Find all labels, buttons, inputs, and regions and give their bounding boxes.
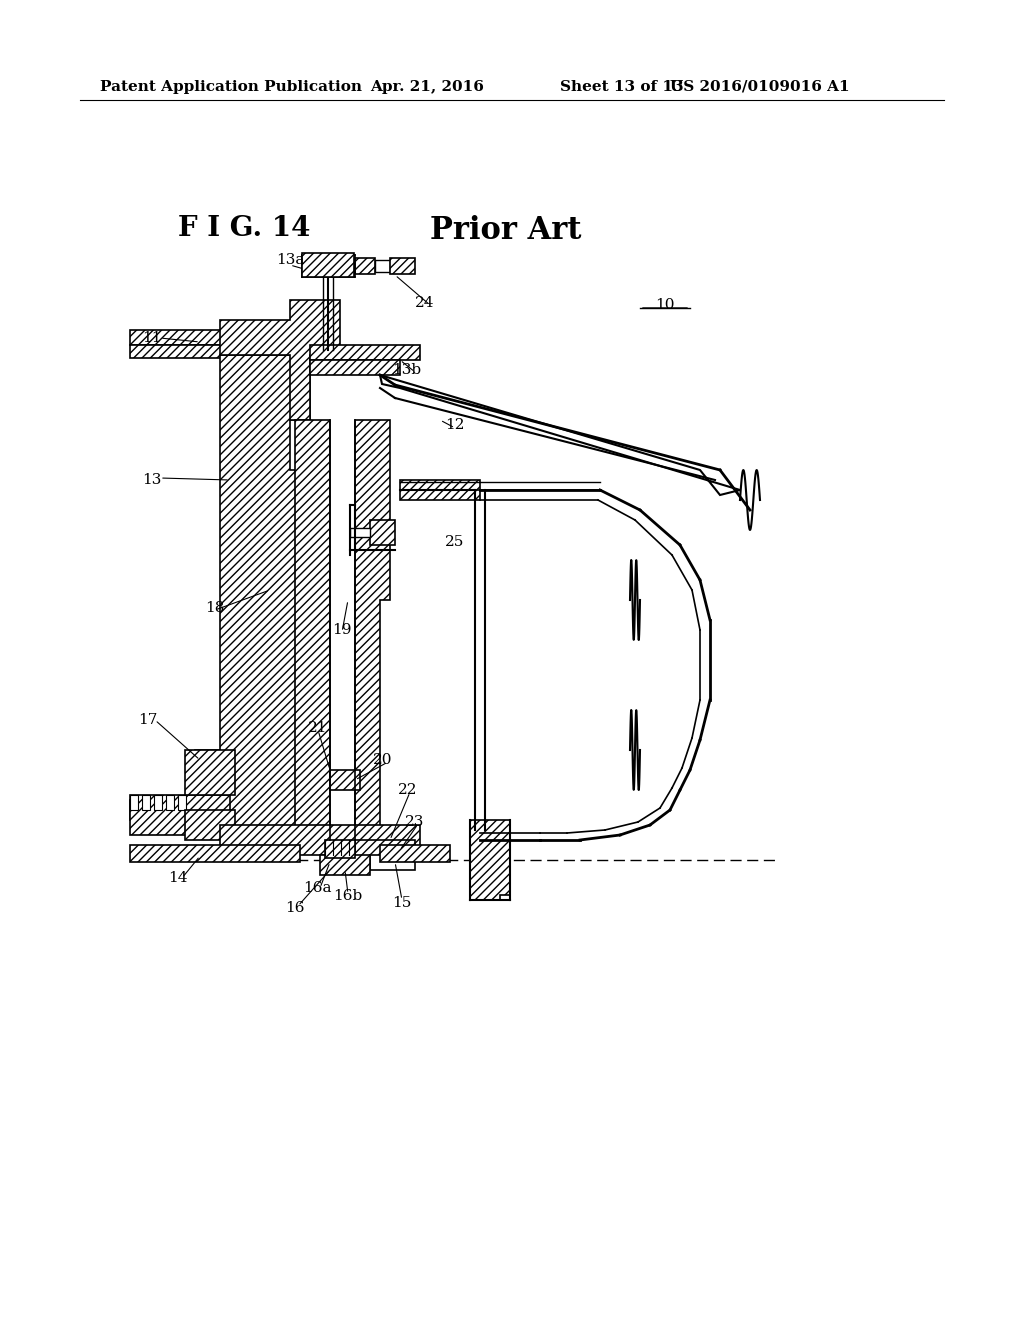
Polygon shape (130, 330, 290, 345)
Text: 19: 19 (332, 623, 352, 638)
Text: 12: 12 (445, 418, 465, 432)
Polygon shape (310, 360, 400, 375)
Polygon shape (220, 300, 340, 420)
Polygon shape (295, 420, 330, 840)
Polygon shape (470, 820, 510, 900)
Text: 11: 11 (142, 331, 162, 345)
Text: 16: 16 (286, 902, 305, 915)
Text: Apr. 21, 2016: Apr. 21, 2016 (370, 81, 484, 94)
Text: 13: 13 (142, 473, 162, 487)
Text: 18: 18 (206, 601, 224, 615)
Bar (302, 253, 354, 277)
Text: Patent Application Publication: Patent Application Publication (100, 81, 362, 94)
Polygon shape (130, 345, 270, 358)
Polygon shape (400, 480, 480, 500)
Polygon shape (355, 840, 415, 861)
Polygon shape (380, 845, 450, 862)
Polygon shape (325, 840, 355, 858)
Text: F I G. 14: F I G. 14 (178, 215, 310, 242)
Polygon shape (220, 825, 420, 855)
Polygon shape (130, 845, 300, 862)
Polygon shape (185, 750, 234, 795)
Polygon shape (350, 528, 370, 537)
Polygon shape (355, 420, 390, 830)
Text: 13a: 13a (275, 253, 304, 267)
Polygon shape (370, 520, 395, 545)
Polygon shape (154, 795, 162, 810)
Text: 20: 20 (374, 752, 393, 767)
Polygon shape (130, 355, 310, 830)
Polygon shape (330, 770, 360, 789)
Polygon shape (390, 257, 415, 275)
Polygon shape (166, 795, 174, 810)
Text: US 2016/0109016 A1: US 2016/0109016 A1 (670, 81, 850, 94)
Text: 22: 22 (398, 783, 418, 797)
Text: 25: 25 (445, 535, 465, 549)
Text: Prior Art: Prior Art (430, 215, 582, 246)
Polygon shape (370, 855, 415, 870)
Polygon shape (319, 855, 370, 875)
Polygon shape (375, 260, 390, 272)
Text: 13b: 13b (392, 363, 422, 378)
Text: 24: 24 (416, 296, 435, 310)
Text: 14: 14 (168, 871, 187, 884)
Polygon shape (185, 810, 234, 840)
Text: 10: 10 (655, 298, 675, 312)
Text: 17: 17 (138, 713, 158, 727)
Polygon shape (130, 795, 138, 810)
Polygon shape (142, 795, 150, 810)
Text: Sheet 13 of 13: Sheet 13 of 13 (560, 81, 684, 94)
Polygon shape (130, 795, 230, 836)
Polygon shape (310, 345, 420, 360)
Text: 16b: 16b (334, 888, 362, 903)
Polygon shape (355, 257, 375, 275)
Text: 16a: 16a (303, 880, 331, 895)
Polygon shape (380, 375, 740, 495)
Text: 21: 21 (308, 721, 328, 735)
Text: 23: 23 (406, 814, 425, 829)
Text: 15: 15 (392, 896, 412, 909)
Polygon shape (178, 795, 186, 810)
